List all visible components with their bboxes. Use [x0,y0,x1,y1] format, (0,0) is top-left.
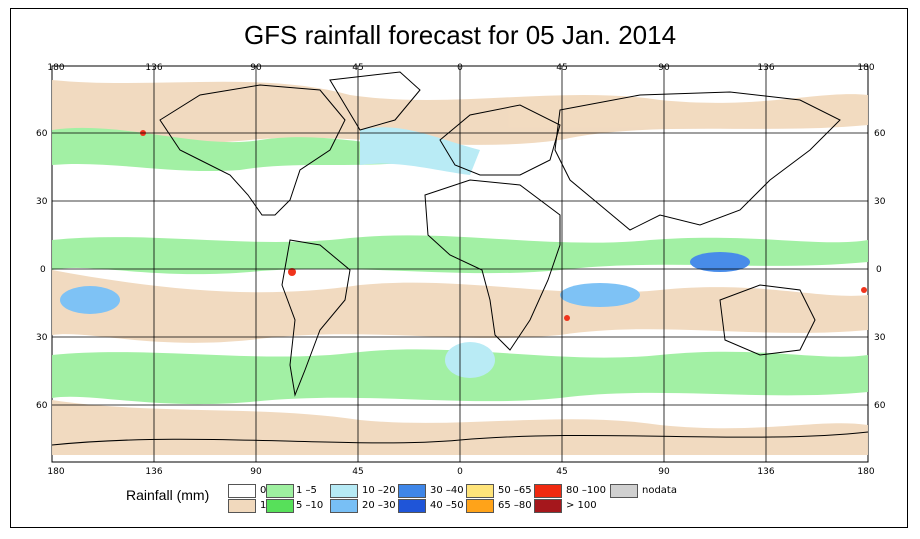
legend-swatch-5 [330,499,358,513]
legend-swatch-6 [398,484,426,498]
lon-tick-top: 45 [556,63,567,73]
legend-swatch-11 [534,499,562,513]
asia-outline [554,91,841,231]
africa-outline [424,179,561,351]
legend-title: Rainfall (mm) [126,487,210,503]
legend-swatch-1 [228,499,256,513]
rain-band-atlantic [360,127,480,175]
lon-tick-top: 45 [352,63,363,73]
lon-tick-top: 180 [47,63,64,73]
lon-tick-bottom: 180 [47,467,64,477]
lat-tick-right: 60 [874,401,886,411]
lon-tick-top: 90 [250,63,262,73]
rain-band-north-green [52,127,430,172]
legend-swatch-0 [228,484,256,498]
rain-cell-south-atlantic [445,342,495,378]
lat-tick-right: 0 [876,265,882,275]
legend-label: 65 –80 [498,500,532,511]
rain-cell-pacific [60,286,120,314]
lon-tick-bottom: 45 [556,467,567,477]
europe-outline [439,104,561,176]
lat-tick-left: 60 [36,129,48,139]
lat-tick-right: 60 [874,129,886,139]
legend-label: 1 [260,500,267,511]
rain-heavy-amazon [288,268,296,276]
legend-label: nodata [642,485,677,496]
lon-tick-bottom: 180 [857,467,874,477]
lon-tick-bottom: 136 [757,467,774,477]
figure-frame [10,8,908,528]
greenland-outline [329,71,421,131]
lat-tick-left: 60 [36,401,48,411]
lon-tick-top: 0 [457,63,463,73]
legend-label: 20 –30 [362,500,396,511]
lon-tick-top: 136 [757,63,774,73]
rain-heavy-mozambique [564,315,570,321]
legend-swatch-10 [534,484,562,498]
south-america-outline [281,239,351,397]
legend-label: 50 –65 [498,485,532,496]
north-america-outline [159,84,346,216]
graticule [52,66,868,462]
legend-label: 80 –100 [566,485,606,496]
legend-swatch-2 [266,484,294,498]
lat-ticks: 60 30 0 30 60 60 30 0 30 60 [36,129,886,411]
lon-tick-bottom: 0 [457,467,463,477]
legend-label: > 100 [566,500,597,511]
legend-label: 1 –5 [296,485,317,496]
lon-tick-bottom: 90 [658,467,670,477]
lat-tick-left: 0 [40,265,46,275]
legend-swatch-9 [466,499,494,513]
rain-cell-maritime [690,252,750,272]
legend-swatch-8 [466,484,494,498]
legend-label: 40 –50 [430,500,464,511]
lat-tick-left: 30 [36,333,48,343]
legend-swatch-3 [266,499,294,513]
lon-tick-bottom: 136 [145,467,162,477]
legend-swatch-12 [610,484,638,498]
legend-swatch-4 [330,484,358,498]
rain-heavy-pacific [861,287,867,293]
legend-label: 30 –40 [430,485,464,496]
lon-tick-bottom: 45 [352,467,363,477]
map-panel [51,65,869,463]
australia-outline [719,284,816,356]
lon-tick-bottom: 90 [250,467,262,477]
legend-label: 5 –10 [296,500,324,511]
legend-label: 10 –20 [362,485,396,496]
legend-label: 0 [260,485,267,496]
lon-tick-top: 180 [857,63,874,73]
legend-swatch-7 [398,499,426,513]
lat-tick-left: 30 [36,197,48,207]
lat-tick-right: 30 [874,333,886,343]
lon-tick-top: 90 [658,63,670,73]
lat-tick-right: 30 [874,197,886,207]
lon-tick-top: 136 [145,63,162,73]
lon-ticks: 180 136 90 45 0 45 90 136 180 180 136 90… [47,63,874,477]
rain-cell-indian [560,283,640,307]
map-title: GFS rainfall forecast for 05 Jan. 2014 [243,20,677,50]
